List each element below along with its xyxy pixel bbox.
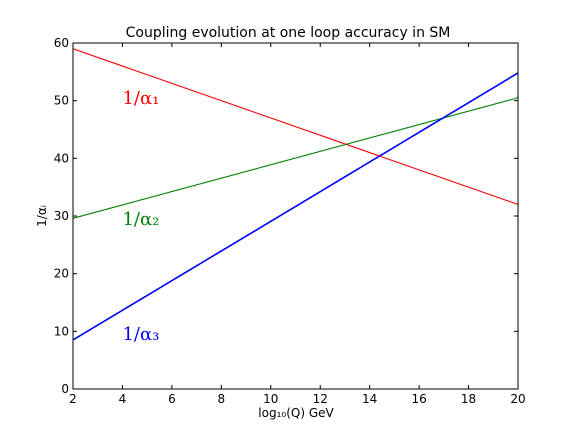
chart-title: Coupling evolution at one loop accuracy … <box>126 25 451 41</box>
series-line-1 <box>72 48 519 205</box>
y-tick-label: 20 <box>54 267 69 281</box>
x-tick-label: 10 <box>263 392 278 406</box>
x-tick-label: 8 <box>218 392 226 406</box>
x-tick-label: 16 <box>411 392 426 406</box>
y-axis-label: 1/αᵢ <box>35 205 49 227</box>
x-tick-label: 18 <box>461 392 476 406</box>
x-tick-label: 6 <box>168 392 176 406</box>
series-annotation-2: 1/α₂ <box>122 209 159 230</box>
y-tick-label: 30 <box>54 209 69 223</box>
series-annotation-1: 1/α₁ <box>122 88 159 109</box>
series-line-2 <box>72 97 519 219</box>
x-tick-label: 20 <box>510 392 525 406</box>
y-tick-label: 50 <box>54 94 69 108</box>
x-tick-label: 4 <box>119 392 127 406</box>
x-tick-label: 2 <box>69 392 77 406</box>
y-tick-label: 40 <box>54 151 69 165</box>
series-line-3 <box>72 72 519 341</box>
y-tick-label: 10 <box>54 324 69 338</box>
y-tick-label: 0 <box>61 382 69 396</box>
plot-area: 2 4 6 8 10 12 14 16 18 20 0 10 20 30 40 50 60 1/α₁ 1/α₂ 1/α… <box>54 36 526 406</box>
series-annotation-3: 1/α₃ <box>122 324 159 345</box>
x-tick-label: 12 <box>313 392 328 406</box>
x-axis-label: log₁₀(Q) GeV <box>258 406 334 420</box>
x-tick-label: 14 <box>362 392 377 406</box>
y-tick-label: 60 <box>54 36 69 50</box>
